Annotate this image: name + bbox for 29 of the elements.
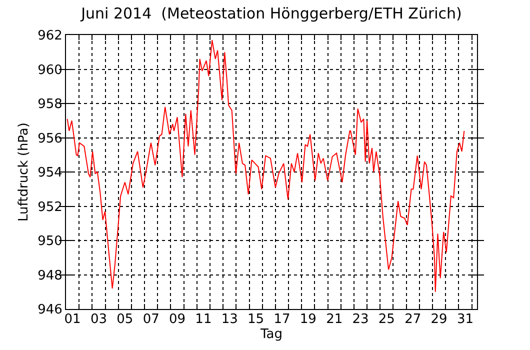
x-tick-label: 31: [456, 312, 474, 327]
x-tick-label: 29: [430, 312, 448, 327]
x-tick-label: 15: [248, 312, 264, 327]
y-tick-label: 960: [38, 62, 62, 78]
x-tick-label: 23: [352, 312, 369, 327]
x-tick-label: 03: [90, 312, 107, 327]
x-tick-label: 13: [221, 312, 238, 327]
chart-title: Juni 2014 (Meteostation Hönggerberg/ETH Zürich): [80, 4, 462, 22]
x-tick-label: 27: [404, 312, 422, 327]
x-tick-label: 21: [326, 312, 343, 327]
x-tick-label: 25: [378, 312, 395, 327]
x-tick-label: 09: [168, 312, 186, 327]
y-axis-title: Luftdruck (hPa): [16, 122, 32, 222]
x-tick-label: 11: [195, 312, 212, 327]
x-tick-label: 05: [116, 312, 134, 327]
line-series: [66, 40, 465, 292]
x-tick-label: 07: [142, 312, 160, 327]
y-tick-label: 956: [38, 131, 62, 146]
x-tick-label: 17: [274, 312, 290, 327]
y-tick-label: 952: [38, 200, 62, 215]
y-tick-label: 958: [38, 97, 62, 112]
y-tick-label: 946: [38, 302, 62, 318]
y-tick-label: 948: [38, 268, 62, 284]
x-axis-title: Tag: [259, 327, 283, 342]
y-tick-label: 954: [38, 166, 62, 181]
x-tick-label: 01: [64, 312, 81, 327]
x-tick-label: 19: [300, 312, 316, 327]
y-tick-label: 962: [38, 28, 62, 44]
y-tick-label: 950: [38, 234, 62, 250]
